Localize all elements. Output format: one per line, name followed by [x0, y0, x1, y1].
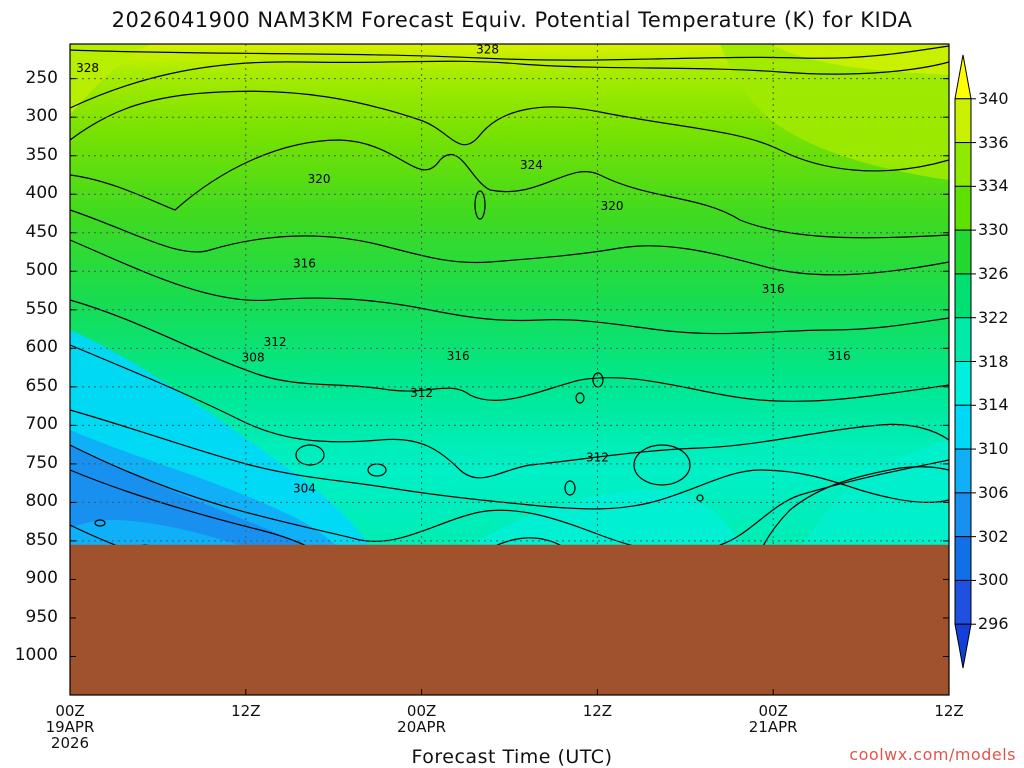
- contour-label-text: 312: [410, 386, 433, 400]
- colorbar-swatch: [954, 492, 972, 538]
- x-axis-title: Forecast Time (UTC): [411, 746, 613, 768]
- upper-left-warm-corner: [70, 44, 150, 115]
- contour-label-text: 320: [601, 199, 624, 213]
- contour-label: 316: [293, 257, 316, 271]
- contour-label-text: 328: [476, 42, 499, 56]
- closed-contour: [474, 190, 486, 220]
- page-title: 2026041900 NAM3KM Forecast Equiv. Potent…: [111, 8, 913, 32]
- contour-line: [69, 60, 950, 109]
- closed-contour: [295, 444, 325, 466]
- contour-line: [69, 139, 950, 239]
- contour-label-text: 308: [242, 351, 265, 365]
- contour-label-text: 316: [293, 257, 316, 271]
- contour-label-text: 316: [762, 282, 785, 296]
- contour-label: 304: [293, 482, 316, 496]
- upper-right-warm-region: [720, 44, 949, 180]
- contour-line: [69, 444, 950, 554]
- contour-label-text: 316: [447, 349, 470, 363]
- axis-ticks: [69, 78, 950, 695]
- colorbar-swatch: [954, 361, 972, 406]
- contour-label: 320: [308, 172, 331, 186]
- closed-contour: [696, 494, 704, 502]
- contour-label: 316: [762, 282, 785, 296]
- contour-line: [69, 409, 950, 510]
- colorbar-swatch: [954, 404, 972, 450]
- colorbar-swatch: [954, 579, 972, 625]
- contour-label: 316: [828, 349, 851, 363]
- colorbar-swatch: [954, 142, 972, 187]
- contour-label: 328: [76, 61, 99, 75]
- contour-line: [69, 209, 950, 276]
- source-credit: coolwx.com/models: [849, 745, 1016, 764]
- upper-right-warmest-region: [770, 44, 949, 75]
- contour-line: [69, 45, 950, 61]
- colorbar-bottom-arrow: [954, 623, 972, 669]
- contour-line: [69, 299, 950, 402]
- plot-area: 328 328 324 320 320 316 316 316 316 312 308 312 312 3…: [69, 42, 950, 696]
- contour-label-text: 328: [76, 61, 99, 75]
- contour-label-text: 312: [264, 335, 287, 349]
- colorbar-swatch: [954, 448, 972, 494]
- contour-label: 324: [520, 158, 543, 172]
- colorbar-swatch: [954, 229, 972, 275]
- colorbar-swatch: [954, 273, 972, 319]
- colorbar: [954, 54, 976, 669]
- ground-terrain: [70, 544, 949, 695]
- contour-label: 312: [410, 386, 433, 400]
- closed-contour: [575, 392, 585, 404]
- closed-contour: [564, 480, 576, 496]
- cold-region-302: [70, 445, 340, 572]
- contour-label-text: 312: [586, 451, 609, 465]
- contour-label-text: 324: [520, 158, 543, 172]
- closed-contour: [633, 444, 691, 486]
- contour-label-text: 320: [308, 172, 331, 186]
- contour-label-text: 304: [293, 482, 316, 496]
- plot-frame: [69, 43, 950, 696]
- contour-labels: 328 328 324 320 320 316 316 316 316 312 308 312 312 3…: [76, 42, 851, 496]
- contour-line: [69, 239, 950, 335]
- colorbar-swatch: [954, 317, 972, 363]
- gridlines: [70, 44, 949, 695]
- colorbar-swatch: [954, 98, 972, 144]
- colorbar-top-arrow: [954, 54, 972, 100]
- colorbar-swatch: [954, 536, 972, 581]
- closed-contour: [94, 519, 106, 527]
- contour-line: [69, 90, 950, 172]
- contour-label: 312: [586, 451, 609, 465]
- contour-label-text: 316: [828, 349, 851, 363]
- colorbar-swatch: [954, 185, 972, 231]
- contour-label: 312: [264, 335, 287, 349]
- contour-label: 320: [601, 199, 624, 213]
- contour-label: 328: [476, 42, 499, 56]
- contour-line: [69, 344, 950, 479]
- contour-label: 308: [242, 351, 265, 365]
- contour-label: 316: [447, 349, 470, 363]
